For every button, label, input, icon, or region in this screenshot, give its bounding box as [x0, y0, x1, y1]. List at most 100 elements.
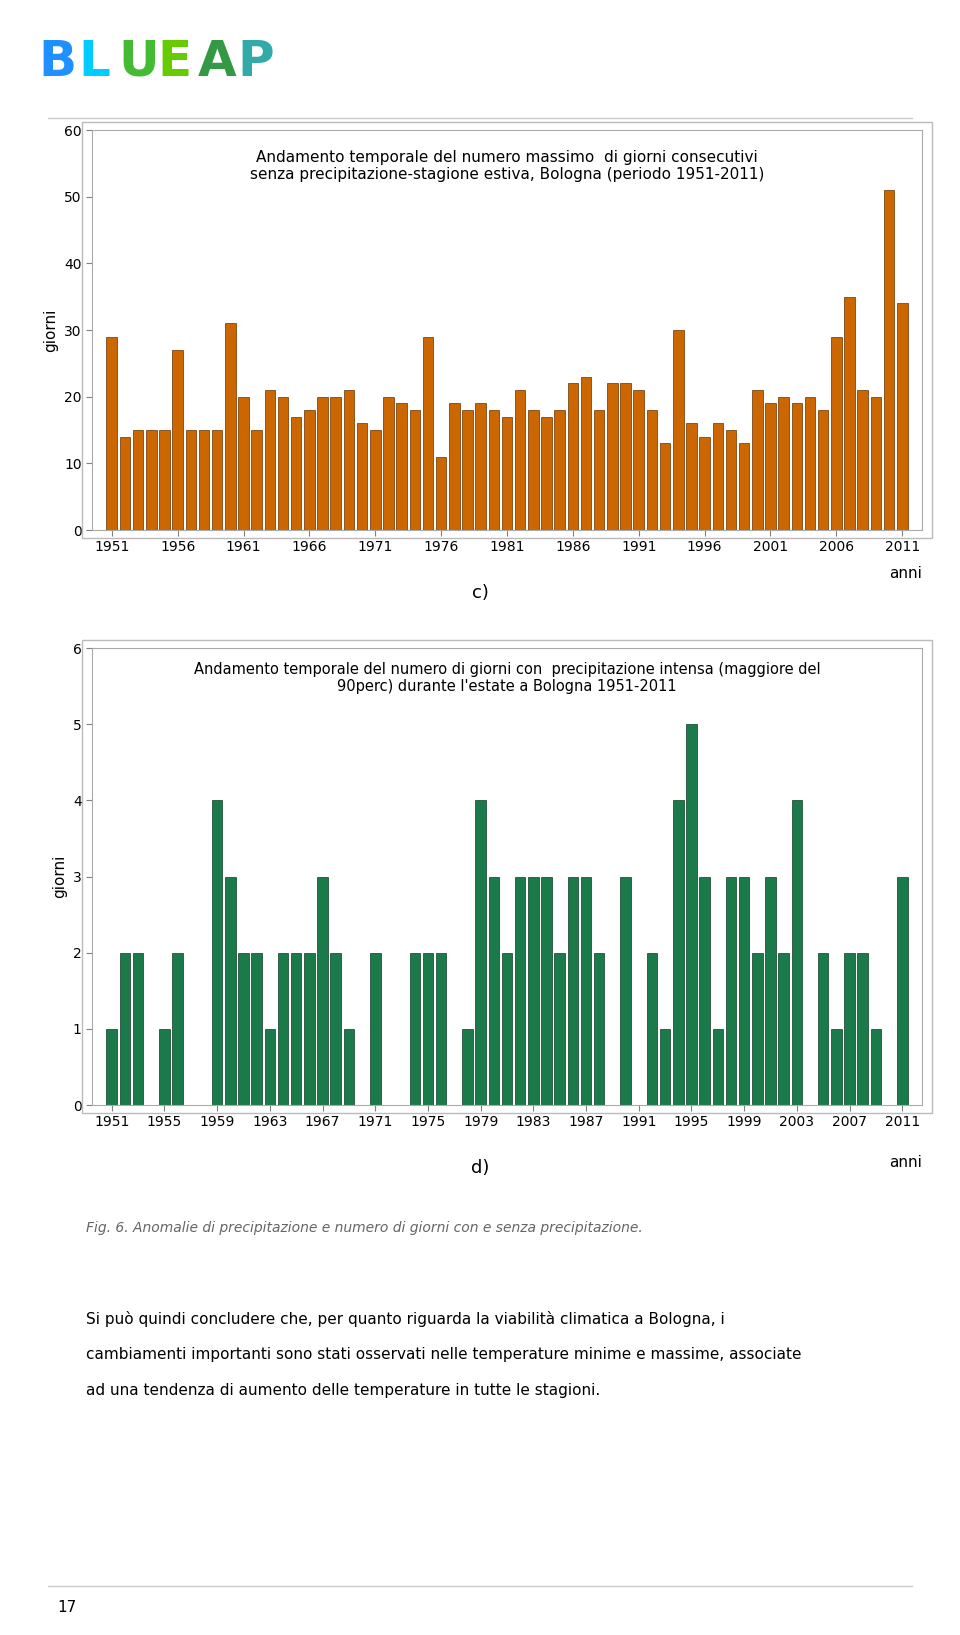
Bar: [871, 1028, 881, 1105]
Bar: [120, 437, 131, 530]
Bar: [844, 296, 854, 530]
Bar: [712, 423, 723, 530]
Bar: [107, 337, 117, 530]
Bar: [647, 410, 658, 530]
Bar: [330, 397, 341, 530]
Y-axis label: giorni: giorni: [52, 855, 67, 898]
Bar: [436, 456, 446, 530]
Bar: [225, 876, 235, 1105]
Text: 17: 17: [58, 1601, 77, 1615]
Text: cambiamenti importanti sono stati osservati nelle temperature minime e massime, : cambiamenti importanti sono stati osserv…: [86, 1347, 802, 1362]
Bar: [567, 383, 578, 530]
Bar: [581, 376, 591, 530]
Bar: [462, 1028, 472, 1105]
Bar: [357, 423, 368, 530]
Bar: [159, 430, 170, 530]
Bar: [699, 876, 709, 1105]
Bar: [831, 1028, 842, 1105]
Bar: [277, 397, 288, 530]
Bar: [304, 410, 315, 530]
Bar: [318, 397, 327, 530]
Bar: [107, 1028, 117, 1105]
Bar: [252, 430, 262, 530]
Bar: [528, 876, 539, 1105]
Text: B: B: [38, 38, 77, 87]
Bar: [238, 953, 249, 1105]
Bar: [173, 953, 183, 1105]
Bar: [897, 876, 907, 1105]
Bar: [489, 410, 499, 530]
Bar: [515, 876, 525, 1105]
Bar: [159, 1028, 170, 1105]
Bar: [370, 953, 380, 1105]
Bar: [699, 437, 709, 530]
Bar: [673, 330, 684, 530]
Bar: [528, 410, 539, 530]
Bar: [291, 417, 301, 530]
Text: anni: anni: [889, 1156, 922, 1171]
Bar: [173, 350, 183, 530]
Bar: [660, 1028, 670, 1105]
Bar: [462, 410, 472, 530]
Bar: [318, 876, 327, 1105]
Bar: [225, 324, 235, 530]
Bar: [857, 953, 868, 1105]
Bar: [370, 430, 380, 530]
Bar: [436, 953, 446, 1105]
Bar: [594, 953, 605, 1105]
Bar: [673, 801, 684, 1105]
Bar: [818, 410, 828, 530]
Text: Si può quindi concludere che, per quanto riguarda la viabilità climatica a Bolog: Si può quindi concludere che, per quanto…: [86, 1311, 725, 1328]
Bar: [804, 397, 815, 530]
Bar: [660, 443, 670, 530]
Bar: [330, 953, 341, 1105]
Bar: [489, 876, 499, 1105]
Bar: [620, 876, 631, 1105]
Bar: [607, 383, 617, 530]
Bar: [449, 404, 460, 530]
Text: anni: anni: [889, 566, 922, 580]
Y-axis label: giorni: giorni: [43, 309, 59, 352]
Bar: [422, 953, 433, 1105]
Text: E: E: [157, 38, 192, 87]
Bar: [712, 1028, 723, 1105]
Bar: [212, 801, 223, 1105]
Bar: [132, 430, 143, 530]
Bar: [146, 430, 156, 530]
Text: A: A: [198, 38, 236, 87]
Bar: [739, 443, 750, 530]
Bar: [410, 953, 420, 1105]
Bar: [238, 397, 249, 530]
Text: U: U: [118, 38, 158, 87]
Bar: [620, 383, 631, 530]
Bar: [897, 304, 907, 530]
Bar: [686, 423, 697, 530]
Bar: [541, 417, 552, 530]
Bar: [185, 430, 196, 530]
Text: Fig. 6. Anomalie di precipitazione e numero di giorni con e senza precipitazione: Fig. 6. Anomalie di precipitazione e num…: [86, 1221, 643, 1234]
Bar: [752, 953, 762, 1105]
Bar: [567, 876, 578, 1105]
Bar: [475, 801, 486, 1105]
Bar: [383, 397, 394, 530]
Text: L: L: [78, 38, 110, 87]
Bar: [765, 876, 776, 1105]
Bar: [344, 391, 354, 530]
Bar: [844, 953, 854, 1105]
Text: ad una tendenza di aumento delle temperature in tutte le stagioni.: ad una tendenza di aumento delle tempera…: [86, 1383, 601, 1398]
Bar: [779, 953, 789, 1105]
Bar: [265, 1028, 276, 1105]
Bar: [291, 953, 301, 1105]
Bar: [818, 953, 828, 1105]
Text: P: P: [237, 38, 274, 87]
Bar: [555, 953, 565, 1105]
Bar: [252, 953, 262, 1105]
Bar: [594, 410, 605, 530]
Bar: [304, 953, 315, 1105]
Bar: [120, 953, 131, 1105]
Bar: [541, 876, 552, 1105]
Bar: [132, 953, 143, 1105]
Bar: [831, 337, 842, 530]
Bar: [871, 397, 881, 530]
Bar: [779, 397, 789, 530]
